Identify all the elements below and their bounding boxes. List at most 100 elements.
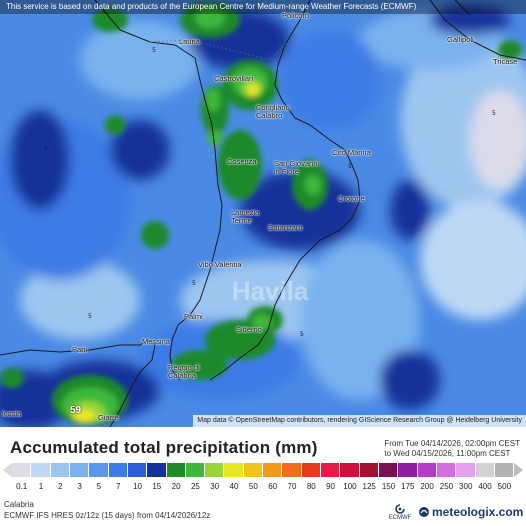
- svg-text:5: 5: [348, 163, 352, 170]
- top-attribution: This service is based on data and produc…: [0, 0, 526, 14]
- legend-title: Accumulated total precipitation (mm): [10, 438, 318, 457]
- scale-color-cell: [321, 463, 341, 477]
- scale-color-cell: [108, 463, 128, 477]
- meteologix-brand[interactable]: meteologix.com: [432, 505, 524, 519]
- scale-tick-label: 70: [287, 482, 297, 491]
- scale-color-cell: [436, 463, 457, 477]
- city-patti: Patti: [72, 345, 88, 354]
- svg-text:5: 5: [492, 110, 496, 117]
- city-reggio-di-calabria: Reggio di Calabria: [168, 363, 200, 380]
- scale-tick-label: 3: [77, 482, 82, 491]
- scale-tick-label: 10: [133, 482, 142, 491]
- map-layer: 5 5 5 5 5 5 5 Havila: [0, 0, 526, 427]
- scale-tick-label: 2: [58, 482, 63, 491]
- svg-text:5: 5: [44, 145, 48, 152]
- ecmwf-logo: ECMWF: [385, 504, 415, 521]
- scale-color-cell: [166, 463, 186, 477]
- city-lauria: Lauria: [179, 37, 200, 46]
- model-info: ECMWF IFS HRES 0z/12z (15 days) from 04/…: [4, 511, 211, 520]
- scale-color-cell: [89, 463, 109, 477]
- scale-tick-label: 100: [343, 482, 357, 491]
- scale-tick-label: 500: [497, 482, 512, 491]
- city-vibo-valentia: Vibo Valentia: [198, 260, 242, 269]
- scale-color-cell: [185, 463, 206, 477]
- meteologix-logo-icon: [419, 507, 429, 517]
- city-castrovillari: Castrovillari: [214, 74, 254, 83]
- scale-color-cell: [243, 463, 264, 477]
- region-borders: [149, 29, 301, 61]
- coastlines: [0, 0, 526, 427]
- scale-tick-label: 125: [362, 482, 376, 491]
- scale-color-cell: [359, 463, 379, 477]
- scale-color-cell: [494, 463, 515, 477]
- scale-tick-label: 5: [96, 482, 102, 491]
- city-giarre: Giarre: [98, 413, 119, 422]
- city-policoro: Policoro: [282, 11, 310, 20]
- scale-tick-label: 50: [248, 482, 258, 491]
- city-icosia: icosia: [2, 409, 22, 418]
- scale-color-cell: [224, 463, 244, 477]
- scale-color-cell: [127, 463, 148, 477]
- svg-text:5: 5: [300, 331, 304, 338]
- scale-tick-label: 20: [171, 482, 181, 491]
- scale-tick-label: 25: [190, 482, 200, 491]
- scale-left-arrow-icon: [3, 463, 12, 477]
- scale-color-cell: [147, 463, 167, 477]
- period-from: From Tue 04/14/2026, 02:00pm CEST: [384, 439, 520, 448]
- scale-tick-label: 80: [306, 482, 316, 491]
- city-messina: Messina: [142, 337, 170, 346]
- svg-text:5: 5: [152, 47, 156, 54]
- city-corigliano: Corigliano Calabro: [256, 103, 290, 120]
- heavy-precipitation-cells: [0, 2, 522, 425]
- city-siderno: Siderno: [236, 325, 262, 334]
- svg-text:5: 5: [192, 280, 196, 287]
- city-ciro-marina: Cirò Marina: [332, 148, 371, 157]
- scale-right-arrow-icon: [514, 463, 523, 477]
- scale-color-cell: [378, 463, 399, 477]
- scale-color-cell: [475, 463, 495, 477]
- city-crotone: Crotone: [338, 194, 365, 203]
- scale-tick-label: 15: [152, 482, 162, 491]
- scale-color-cell: [456, 463, 476, 477]
- scale-tick-label: 200: [420, 482, 434, 491]
- scale-color-cell: [31, 463, 51, 477]
- scale-tick-label: 250: [439, 482, 454, 491]
- scale-color-cell: [69, 463, 90, 477]
- scale-tick-label: 0.1: [16, 482, 28, 491]
- ecmwf-logo-label: ECMWF: [388, 515, 412, 521]
- city-palmi: Palmi: [184, 312, 203, 321]
- color-scale: [12, 463, 515, 477]
- scale-tick-label: 90: [326, 482, 336, 491]
- city-cosenza: Cosenza: [227, 157, 257, 166]
- city-san-giovanni-in-fiore: San Giovanni in Fiore: [274, 159, 320, 176]
- scale-tick-label: 1: [38, 482, 44, 491]
- scale-tick-label: 30: [210, 482, 220, 491]
- city-gallipoli: Gallipoli: [447, 35, 474, 44]
- scale-color-cell: [301, 463, 321, 477]
- scale-color-cell: [12, 463, 32, 477]
- period-to: to Wed 04/15/2026, 11:00pm CEST: [384, 449, 511, 458]
- city-lamezia-terme: Lamezia Terme: [231, 208, 260, 225]
- peak-value-label: 59: [70, 405, 82, 416]
- scale-color-cell: [282, 463, 302, 477]
- scale-color-cell: [205, 463, 225, 477]
- scale-tick-label: 175: [401, 482, 415, 491]
- forecast-period: From Tue 04/14/2026, 02:00pm CEST to Wed…: [384, 439, 520, 459]
- scale-tick-label: 150: [381, 482, 396, 491]
- scale-tick-label: 7: [115, 482, 121, 491]
- scale-color-cell: [263, 463, 283, 477]
- scale-color-cell: [398, 463, 418, 477]
- precipitation-field: [0, 5, 526, 427]
- bottom-attribution[interactable]: Map data © OpenStreetMap contributors, r…: [193, 415, 526, 427]
- precipitation-map[interactable]: 5 5 5 5 5 5 5 Havila This service is bas…: [0, 0, 526, 427]
- scale-color-cell: [340, 463, 360, 477]
- scale-tick-label: 60: [268, 482, 278, 491]
- ecmwf-logo-icon: [395, 504, 405, 514]
- scale-tick-label: 40: [229, 482, 239, 491]
- scale-tick-label: 400: [478, 482, 492, 491]
- scale-color-cell: [417, 463, 437, 477]
- contour-labels: 5 5 5 5 5 5 5: [44, 47, 496, 338]
- city-catanzaro: Catanzaro: [268, 223, 303, 232]
- scale-tick-label: 300: [459, 482, 473, 491]
- region-name: Calabria: [4, 500, 34, 509]
